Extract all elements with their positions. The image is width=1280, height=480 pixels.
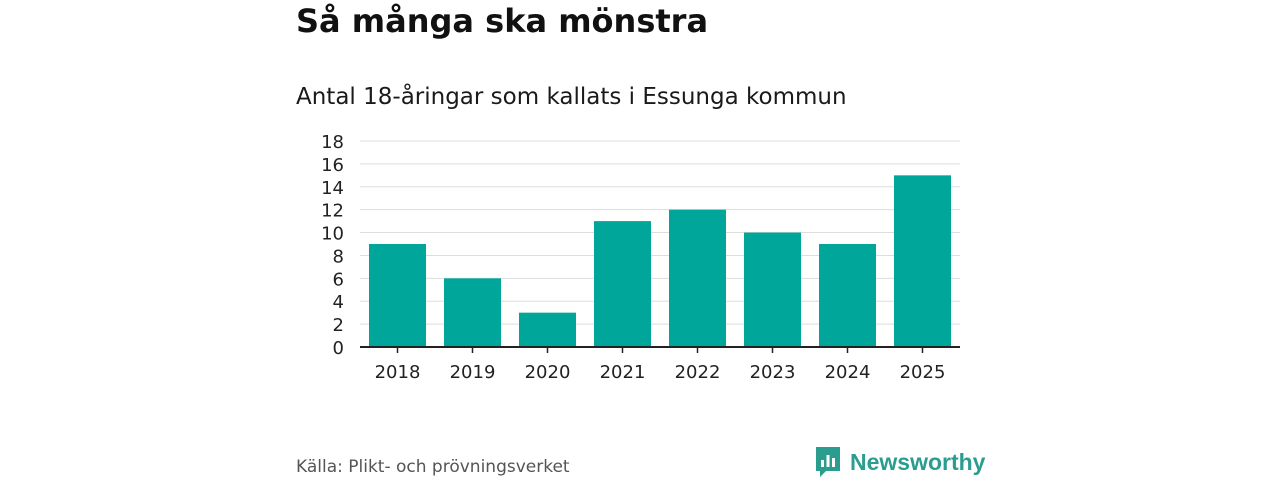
bar-2018 — [369, 244, 426, 347]
bar-2020 — [519, 312, 576, 347]
y-tick-label: 10 — [321, 224, 344, 245]
brand-logo: Newsworthy — [814, 445, 985, 479]
y-tick-label: 12 — [321, 201, 344, 222]
y-tick-label: 6 — [333, 269, 344, 290]
bar-2019 — [444, 278, 501, 347]
chart-title: Så många ska mönstra — [296, 2, 709, 40]
bar-2024 — [819, 244, 876, 347]
y-tick-label: 18 — [321, 132, 344, 153]
x-tick-label: 2021 — [600, 362, 646, 383]
chart-subtitle: Antal 18-åringar som kallats i Essunga k… — [296, 84, 847, 110]
bar-2025 — [894, 175, 951, 347]
x-tick-label: 2025 — [900, 362, 946, 383]
brand-name: Newsworthy — [850, 448, 986, 475]
y-tick-label: 14 — [321, 178, 344, 199]
x-tick-label: 2020 — [525, 362, 571, 383]
y-tick-label: 8 — [333, 246, 344, 267]
x-tick-label: 2019 — [450, 362, 496, 383]
bar-2022 — [669, 209, 726, 347]
x-tick-label: 2018 — [375, 362, 421, 383]
x-tick-label: 2024 — [825, 362, 871, 383]
y-tick-label: 16 — [321, 155, 344, 176]
bar-2023 — [744, 232, 801, 347]
x-tick-label: 2023 — [750, 362, 796, 383]
source-note: Källa: Plikt- och prövningsverket — [296, 457, 570, 477]
y-tick-label: 0 — [333, 338, 344, 359]
newsworthy-logo-icon — [816, 447, 840, 477]
x-tick-label: 2022 — [675, 362, 721, 383]
y-tick-label: 2 — [333, 315, 344, 336]
y-tick-label: 4 — [333, 292, 344, 313]
bar-2021 — [594, 221, 651, 347]
